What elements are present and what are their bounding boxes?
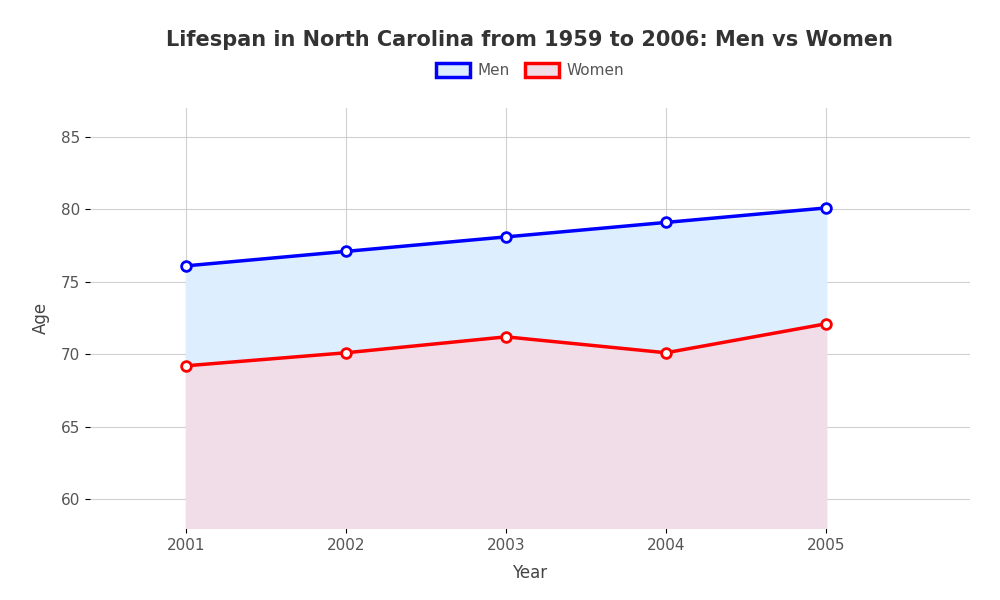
Y-axis label: Age: Age	[32, 302, 50, 334]
Legend: Men, Women: Men, Women	[430, 57, 630, 84]
Title: Lifespan in North Carolina from 1959 to 2006: Men vs Women: Lifespan in North Carolina from 1959 to …	[166, 29, 894, 49]
X-axis label: Year: Year	[512, 564, 548, 582]
